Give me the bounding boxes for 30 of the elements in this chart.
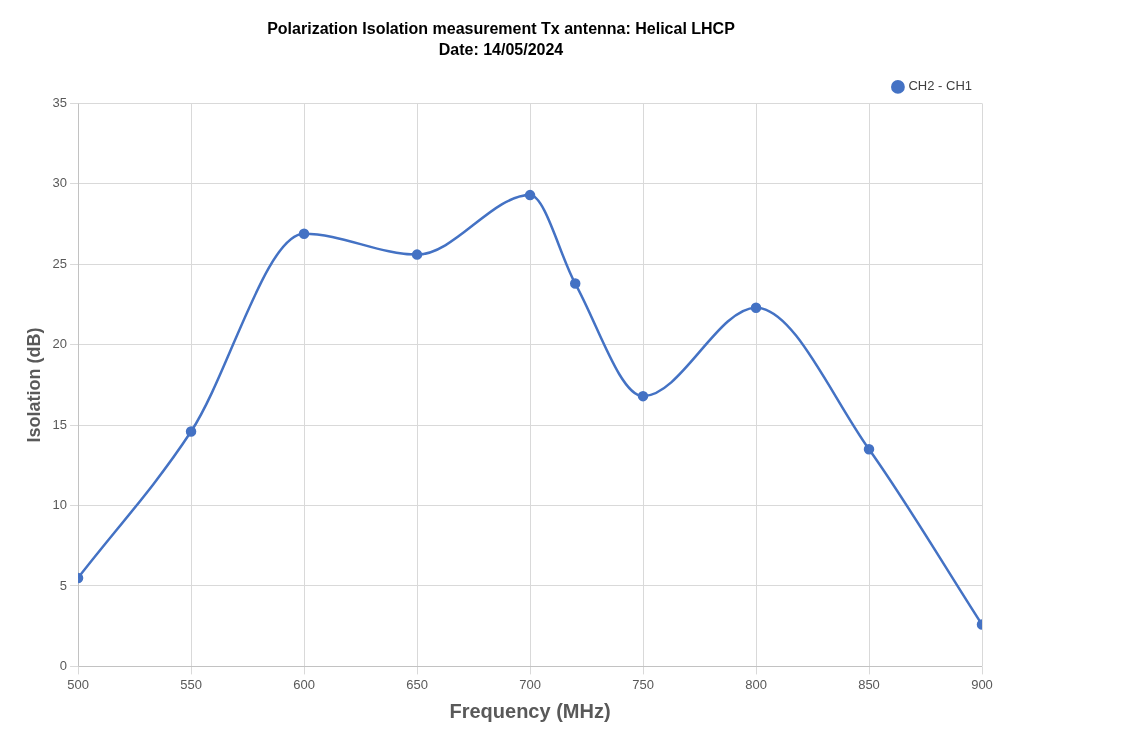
y-tick-label: 0 — [59, 657, 68, 673]
point — [298, 228, 310, 239]
legend-label: CH2 - CH1 — [908, 78, 973, 94]
x-axis-title: Frequency (MHz) — [449, 699, 611, 722]
y-tick-label: 15 — [52, 416, 68, 432]
x-tick-label: 500 — [67, 676, 89, 692]
y-tick-label: 25 — [52, 255, 68, 271]
x-tick-label: 900 — [971, 676, 993, 692]
x-tick-label: 700 — [519, 676, 541, 692]
x-tick-label: 600 — [293, 676, 315, 692]
y-tick-label: 10 — [52, 497, 68, 513]
x-tick-label: 850 — [858, 676, 880, 692]
point — [411, 249, 423, 260]
chart-title: Polarization Isolation measurement Tx antenna: Helical LHCP — [267, 20, 736, 38]
x-tick-label: 550 — [180, 676, 202, 692]
point — [569, 278, 581, 289]
y-tick-label: 35 — [52, 94, 68, 110]
point — [863, 443, 875, 455]
point — [750, 302, 762, 313]
y-tick-label: 20 — [52, 336, 68, 352]
y-tick-label: 30 — [52, 175, 68, 191]
x-tick-label: 750 — [632, 676, 654, 692]
y-tick-label: 5 — [59, 577, 68, 593]
x-tick-label: 650 — [406, 676, 428, 692]
x-tick-label: 800 — [745, 676, 767, 692]
point — [524, 189, 536, 201]
chart-subtitle: Date: 14/05/2024 — [438, 41, 564, 59]
y-axis-title: Isolation (dB) — [23, 327, 44, 443]
point — [637, 390, 649, 402]
point — [185, 426, 197, 437]
